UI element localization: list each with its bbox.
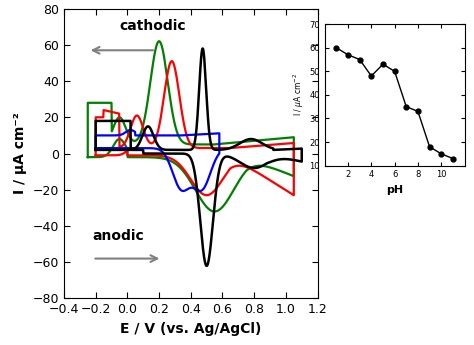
Y-axis label: I / $\mu$A cm$^{-2}$: I / $\mu$A cm$^{-2}$ bbox=[292, 73, 306, 117]
Text: anodic: anodic bbox=[92, 229, 144, 244]
Y-axis label: I / μA cm⁻²: I / μA cm⁻² bbox=[13, 113, 27, 194]
X-axis label: E / V (vs. Ag/AgCl): E / V (vs. Ag/AgCl) bbox=[120, 322, 262, 336]
X-axis label: pH: pH bbox=[386, 185, 403, 195]
Text: cathodic: cathodic bbox=[119, 19, 186, 33]
